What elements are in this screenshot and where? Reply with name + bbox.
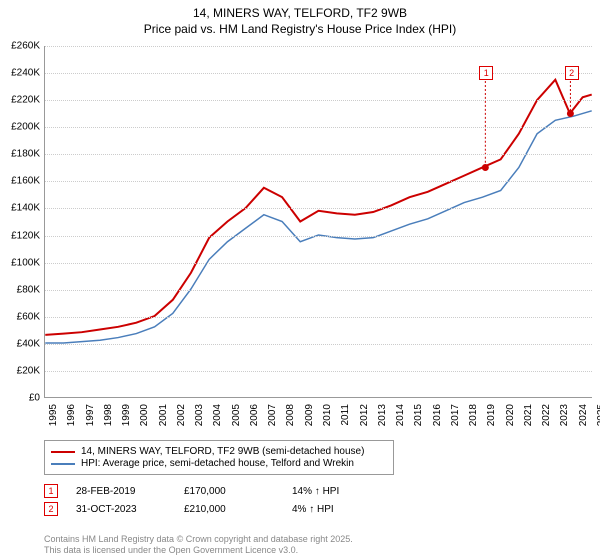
x-tick-label: 2015 <box>413 404 424 426</box>
chart-plot-area: 12 <box>44 46 592 398</box>
legend-swatch <box>51 451 75 453</box>
x-tick-label: 2016 <box>432 404 443 426</box>
y-axis-labels: £0£20K£40K£60K£80K£100K£120K£140K£160K£1… <box>0 46 42 398</box>
x-tick-label: 2019 <box>486 404 497 426</box>
series-line <box>45 80 591 335</box>
title-block: 14, MINERS WAY, TELFORD, TF2 9WB Price p… <box>0 0 600 36</box>
transaction-row: 1 28-FEB-2019 £170,000 14% ↑ HPI <box>44 484 564 498</box>
x-tick-label: 2023 <box>559 404 570 426</box>
x-tick-label: 1995 <box>48 404 59 426</box>
gridline <box>45 154 592 155</box>
gridline <box>45 290 592 291</box>
transaction-date: 31-OCT-2023 <box>76 504 166 515</box>
y-tick-label: £140K <box>11 203 40 214</box>
y-tick-label: £80K <box>17 284 40 295</box>
x-tick-label: 1997 <box>85 404 96 426</box>
y-tick-label: £60K <box>17 311 40 322</box>
transaction-row: 2 31-OCT-2023 £210,000 4% ↑ HPI <box>44 502 564 516</box>
x-axis-labels: 1995 1996 1997 1998 1999 2000 2001 2002 2003 2004… <box>44 400 592 440</box>
gridline <box>45 46 592 47</box>
x-tick-label: 2002 <box>176 404 187 426</box>
title-address: 14, MINERS WAY, TELFORD, TF2 9WB <box>0 6 600 20</box>
x-tick-label: 2003 <box>194 404 205 426</box>
marker-label: 2 <box>565 66 579 80</box>
transaction-marker-id: 2 <box>44 502 58 516</box>
x-tick-label: 2017 <box>450 404 461 426</box>
transaction-date: 28-FEB-2019 <box>76 486 166 497</box>
title-subtitle: Price paid vs. HM Land Registry's House … <box>0 22 600 36</box>
y-tick-label: £180K <box>11 149 40 160</box>
x-tick-label: 2018 <box>468 404 479 426</box>
gridline <box>45 100 592 101</box>
y-tick-label: £120K <box>11 230 40 241</box>
legend-box: 14, MINERS WAY, TELFORD, TF2 9WB (semi-d… <box>44 440 394 475</box>
transaction-rows: 1 28-FEB-2019 £170,000 14% ↑ HPI 2 31-OCT-202… <box>44 484 564 520</box>
x-tick-label: 2004 <box>212 404 223 426</box>
x-tick-label: 2005 <box>231 404 242 426</box>
marker-dot <box>482 164 489 171</box>
gridline <box>45 236 592 237</box>
x-tick-label: 1998 <box>103 404 114 426</box>
gridline <box>45 263 592 264</box>
transaction-marker-id: 1 <box>44 484 58 498</box>
x-tick-label: 2025 <box>596 404 600 426</box>
marker-dot <box>567 110 574 117</box>
gridline <box>45 317 592 318</box>
x-tick-label: 1999 <box>121 404 132 426</box>
footer-line2: This data is licensed under the Open Gov… <box>44 545 353 556</box>
transaction-price: £170,000 <box>184 486 274 497</box>
y-tick-label: £160K <box>11 176 40 187</box>
gridline <box>45 371 592 372</box>
x-tick-label: 2009 <box>304 404 315 426</box>
x-tick-label: 2022 <box>541 404 552 426</box>
x-tick-label: 2014 <box>395 404 406 426</box>
y-tick-label: £220K <box>11 95 40 106</box>
y-tick-label: £200K <box>11 122 40 133</box>
x-tick-label: 1996 <box>66 404 77 426</box>
gridline <box>45 181 592 182</box>
x-tick-label: 2006 <box>249 404 260 426</box>
x-tick-label: 2020 <box>505 404 516 426</box>
footer-line1: Contains HM Land Registry data © Crown c… <box>44 534 353 545</box>
gridline <box>45 73 592 74</box>
marker-label: 1 <box>479 66 493 80</box>
x-tick-label: 2024 <box>578 404 589 426</box>
gridline <box>45 344 592 345</box>
legend-label: HPI: Average price, semi-detached house,… <box>81 458 354 469</box>
legend-item: 14, MINERS WAY, TELFORD, TF2 9WB (semi-d… <box>51 446 387 457</box>
y-tick-label: £40K <box>17 338 40 349</box>
legend-label: 14, MINERS WAY, TELFORD, TF2 9WB (semi-d… <box>81 446 364 457</box>
x-tick-label: 2011 <box>340 404 351 426</box>
x-tick-label: 2010 <box>322 404 333 426</box>
x-tick-label: 2013 <box>377 404 388 426</box>
x-tick-label: 2007 <box>267 404 278 426</box>
y-tick-label: £20K <box>17 365 40 376</box>
x-tick-label: 2001 <box>158 404 169 426</box>
legend-item: HPI: Average price, semi-detached house,… <box>51 458 387 469</box>
legend-swatch <box>51 463 75 465</box>
transaction-delta: 14% ↑ HPI <box>292 486 382 497</box>
x-tick-label: 2021 <box>523 404 534 426</box>
y-tick-label: £100K <box>11 257 40 268</box>
y-tick-label: £240K <box>11 68 40 79</box>
gridline <box>45 127 592 128</box>
x-tick-label: 2012 <box>359 404 370 426</box>
footer-attribution: Contains HM Land Registry data © Crown c… <box>44 534 353 556</box>
transaction-delta: 4% ↑ HPI <box>292 504 382 515</box>
y-tick-label: £0 <box>29 393 40 404</box>
chart-container: 14, MINERS WAY, TELFORD, TF2 9WB Price p… <box>0 0 600 560</box>
x-tick-label: 2000 <box>139 404 150 426</box>
gridline <box>45 208 592 209</box>
y-tick-label: £260K <box>11 41 40 52</box>
x-tick-label: 2008 <box>285 404 296 426</box>
transaction-price: £210,000 <box>184 504 274 515</box>
